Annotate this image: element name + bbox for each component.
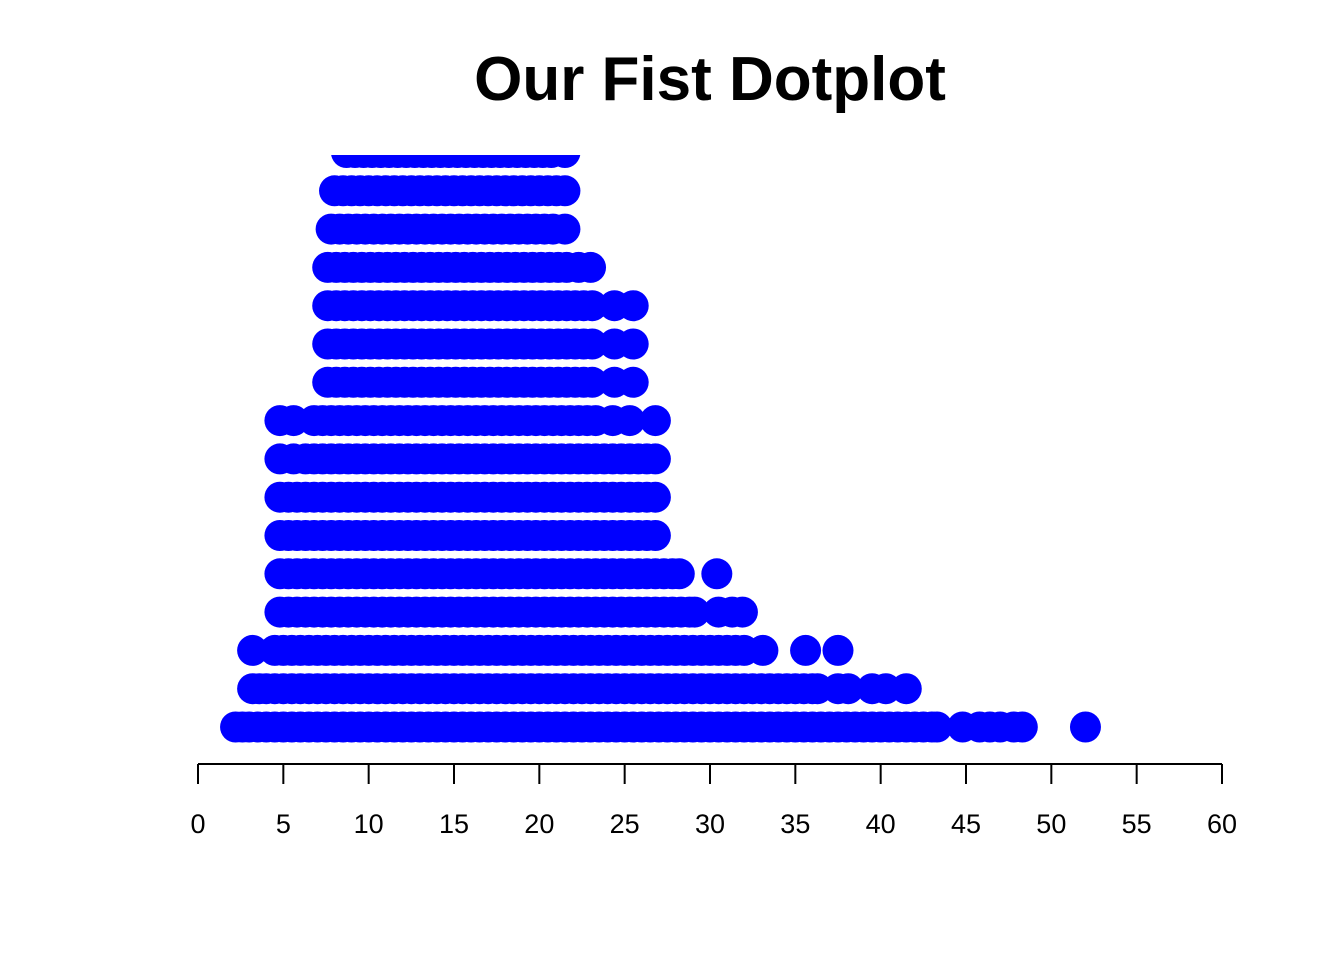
data-point: [790, 634, 822, 666]
data-point: [576, 366, 608, 398]
data-point: [663, 558, 695, 590]
data-point: [747, 634, 779, 666]
data-point: [832, 673, 864, 705]
data-point: [576, 328, 608, 360]
data-point: [549, 175, 581, 207]
x-tick-label: 30: [695, 809, 725, 839]
points-layer: [220, 155, 1101, 743]
data-point: [549, 213, 581, 245]
x-tick-label: 20: [524, 809, 554, 839]
data-point: [549, 155, 581, 168]
x-tick-label: 45: [951, 809, 981, 839]
data-point: [701, 558, 733, 590]
x-tick-label: 25: [610, 809, 640, 839]
data-point: [617, 366, 649, 398]
data-point: [1069, 711, 1101, 743]
data-point: [726, 596, 758, 628]
x-tick-label: 40: [866, 809, 896, 839]
x-tick-label: 5: [276, 809, 291, 839]
x-axis: 0 5 10 15 20 25 30 35 40 45 50 55 60: [190, 763, 1237, 839]
data-point: [617, 328, 649, 360]
data-point: [575, 251, 607, 283]
x-tick-label: 50: [1036, 809, 1066, 839]
x-tick-label: 35: [780, 809, 810, 839]
data-point: [639, 405, 671, 437]
data-point: [639, 481, 671, 513]
x-tick-label: 0: [190, 809, 205, 839]
data-point: [576, 290, 608, 322]
data-point: [679, 596, 711, 628]
x-tick-label: 60: [1207, 809, 1237, 839]
data-point: [890, 673, 922, 705]
data-point: [921, 711, 953, 743]
chart-title: Our Fist Dotplot: [474, 45, 946, 114]
x-tick-label: 55: [1122, 809, 1152, 839]
data-point: [639, 520, 671, 551]
data-point: [617, 290, 649, 322]
data-point: [1006, 711, 1038, 743]
data-point: [639, 443, 671, 475]
x-tick-label: 10: [354, 809, 384, 839]
data-point: [614, 405, 646, 437]
data-point: [822, 634, 854, 666]
x-tick-label: 15: [439, 809, 469, 839]
data-point: [237, 634, 269, 666]
